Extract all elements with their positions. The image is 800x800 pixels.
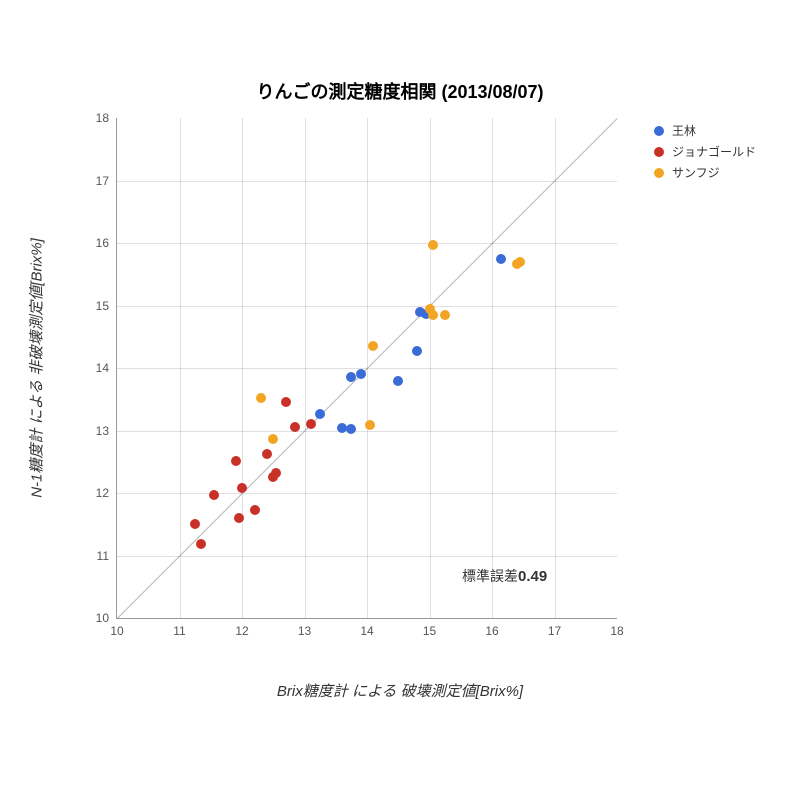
y-tick-label: 10 [96,611,109,625]
y-tick-label: 18 [96,111,109,125]
y-tick-label: 12 [96,486,109,500]
y-tick-label: 15 [96,299,109,313]
data-point [268,434,278,444]
data-point [393,376,403,386]
gridline-h [117,493,617,494]
y-tick-label: 16 [96,236,109,250]
x-axis-label: Brix糖度計 による 破壊測定値[Brix%] [0,680,800,701]
gridline-h [117,431,617,432]
gridline-h [117,181,617,182]
gridline-h [117,556,617,557]
plot-area: 101112131415161718101112131415161718標準誤差… [116,118,617,619]
x-tick-label: 17 [548,624,561,638]
x-tick-label: 18 [610,624,623,638]
data-point [346,424,356,434]
data-point [440,310,450,320]
data-point [290,422,300,432]
legend-marker [654,126,664,136]
y-tick-label: 13 [96,424,109,438]
x-tick-label: 15 [423,624,436,638]
data-point [262,449,272,459]
x-tick-label: 16 [485,624,498,638]
data-point [250,505,260,515]
y-tick-label: 17 [96,174,109,188]
error-annotation: 標準誤差0.49 [462,566,547,586]
gridline-h [117,306,617,307]
x-tick-label: 13 [298,624,311,638]
data-point [428,240,438,250]
annotation-label: 標準誤差 [462,568,518,584]
x-tick-label: 12 [235,624,248,638]
chart-title: りんごの測定糖度相関 (2013/08/07) [0,78,800,104]
legend-label: 王林 [672,122,696,139]
data-point [515,257,525,267]
legend: 王林ジョナゴールドサンフジ [654,122,756,185]
legend-item: ジョナゴールド [654,143,756,160]
data-point [209,490,219,500]
x-tick-label: 10 [110,624,123,638]
annotation-value: 0.49 [518,568,547,585]
data-point [368,341,378,351]
data-point [196,539,206,549]
x-tick-label: 14 [360,624,373,638]
data-point [306,419,316,429]
gridline-h [117,243,617,244]
data-point [231,456,241,466]
legend-marker [654,147,664,157]
legend-marker [654,168,664,178]
scatter-chart: りんごの測定糖度相関 (2013/08/07) 1011121314151617… [0,0,800,800]
data-point [496,254,506,264]
data-point [365,420,375,430]
data-point [281,397,291,407]
data-point [315,409,325,419]
data-point [412,346,422,356]
legend-item: 王林 [654,122,756,139]
data-point [271,468,281,478]
legend-label: ジョナゴールド [672,143,756,160]
y-tick-label: 11 [97,549,109,563]
legend-label: サンフジ [672,164,720,181]
data-point [234,513,244,523]
data-point [356,369,366,379]
y-axis-label: N-1糖度計 による 非破壊測定値[Brix%] [26,238,47,498]
data-point [256,393,266,403]
data-point [237,483,247,493]
data-point [428,310,438,320]
data-point [190,519,200,529]
legend-item: サンフジ [654,164,756,181]
y-tick-label: 14 [96,361,109,375]
x-tick-label: 11 [173,624,185,638]
